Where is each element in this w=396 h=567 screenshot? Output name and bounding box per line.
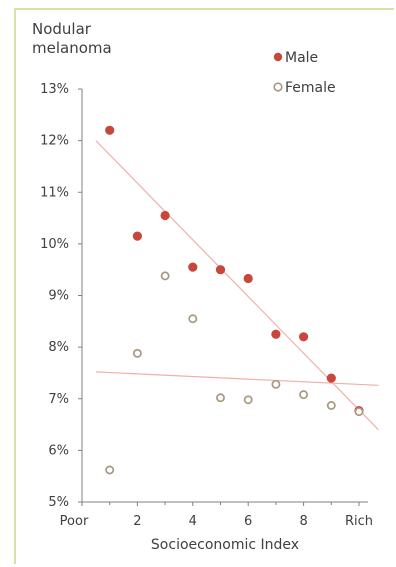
- female-point: [188, 314, 198, 324]
- x-ticks: Poor 2 4 6 8 Rich: [60, 502, 373, 529]
- female-point: [299, 390, 309, 400]
- y-tick-label: 13%: [40, 82, 69, 97]
- x-tick-label: 6: [244, 514, 252, 529]
- male-point: [160, 210, 170, 221]
- x-tick-label: 4: [189, 514, 197, 529]
- legend-female-marker: [273, 82, 283, 92]
- male-point: [243, 273, 253, 284]
- male-point: [215, 265, 226, 275]
- x-tick-label: 8: [299, 514, 307, 529]
- legend-male-marker: [273, 52, 283, 62]
- legend: Male Female: [273, 50, 336, 96]
- x-tick-label: 2: [133, 514, 141, 529]
- female-point: [271, 379, 281, 389]
- male-point: [326, 373, 336, 383]
- x-axis-label: Socioeconomic Index: [151, 537, 299, 553]
- male-point: [105, 125, 115, 135]
- chart-frame: [14, 8, 394, 564]
- y-tick-label: 5%: [48, 495, 69, 510]
- y-tick-label: 12%: [40, 134, 69, 149]
- y-ticks: 5% 6% 7% 8% 9% 10% 11% 12% 13%: [40, 82, 82, 510]
- male-point: [132, 231, 142, 241]
- y-tick-label: 7%: [48, 392, 69, 407]
- trend-lines: [95, 140, 379, 431]
- y-axis-label-line1: Nodular: [32, 20, 92, 38]
- male-point: [299, 332, 309, 342]
- female-point: [243, 395, 253, 405]
- x-tick-label: Poor: [60, 514, 89, 529]
- female-point: [160, 271, 170, 281]
- legend-female-label: Female: [285, 80, 336, 96]
- x-tick-label: Rich: [345, 514, 373, 529]
- female-point: [326, 401, 336, 410]
- data-points: [105, 125, 364, 475]
- axes: [81, 89, 368, 503]
- y-tick-label: 6%: [48, 443, 69, 458]
- male-trend-line: [95, 140, 379, 431]
- female-point: [105, 465, 115, 475]
- y-axis-label-line2: melanoma: [32, 39, 112, 57]
- y-tick-label: 8%: [48, 340, 69, 355]
- y-tick-label: 10%: [40, 237, 69, 252]
- female-point: [354, 407, 364, 417]
- female-point: [216, 393, 225, 403]
- y-tick-label: 9%: [48, 289, 69, 304]
- y-tick-label: 11%: [40, 185, 69, 200]
- female-trend-line: [95, 371, 379, 386]
- female-point: [132, 348, 142, 358]
- male-point: [188, 262, 198, 272]
- legend-male-label: Male: [285, 50, 318, 66]
- male-point: [271, 329, 281, 339]
